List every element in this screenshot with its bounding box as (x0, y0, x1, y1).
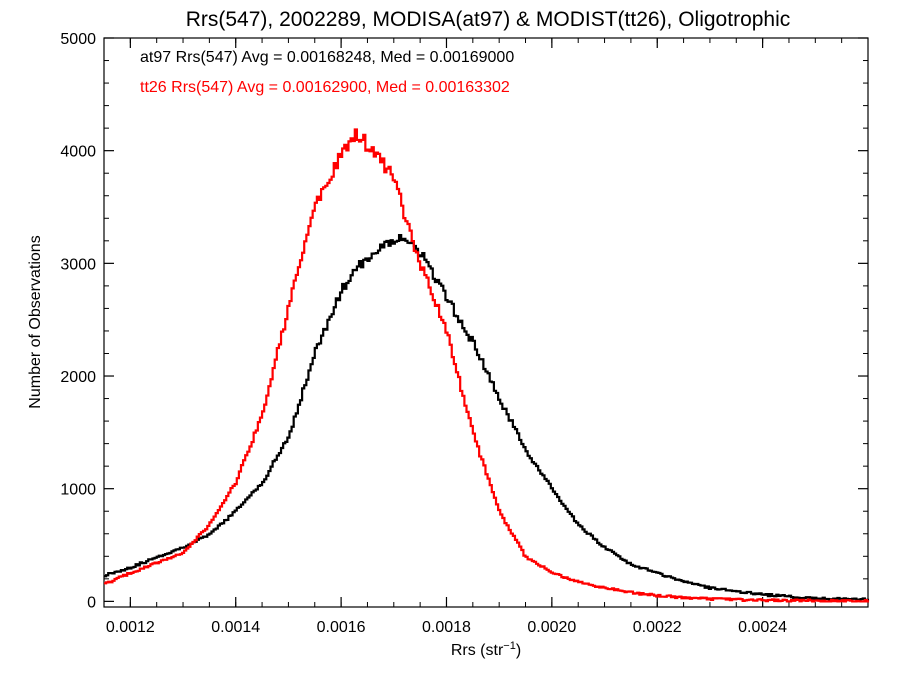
x-axis-label: Rrs (str−1) (451, 640, 521, 659)
plot-frame (103, 37, 869, 608)
y-tick-label: 1000 (60, 482, 96, 499)
y-tick-label: 0 (87, 594, 96, 611)
x-tick-label: 0.0014 (211, 619, 260, 636)
series-line-1 (104, 128, 870, 603)
x-tick-label: 0.0022 (633, 619, 682, 636)
annotation-tt26: tt26 Rrs(547) Avg = 0.00162900, Med = 0.… (140, 79, 510, 96)
chart-title: Rrs(547), 2002289, MODISA(at97) & MODIST… (186, 8, 791, 31)
series-line-0 (104, 233, 870, 602)
y-tick-label: 4000 (60, 144, 96, 161)
annotation-at97: at97 Rrs(547) Avg = 0.00168248, Med = 0.… (140, 49, 514, 66)
y-tick-label: 2000 (60, 369, 96, 386)
x-tick-label: 0.0012 (106, 619, 155, 636)
x-tick-label: 0.0018 (422, 619, 471, 636)
x-tick-label: 0.0020 (527, 619, 576, 636)
y-axis-ticks: 0 1000 2000 3000 4000 5000 (60, 31, 868, 611)
x-tick-label: 0.0016 (317, 619, 366, 636)
x-tick-label: 0.0024 (738, 619, 787, 636)
x-axis-label-superscript: −1 (503, 640, 516, 652)
series-layer (104, 128, 870, 603)
x-axis-label-text: Rrs (str (451, 642, 504, 659)
y-tick-label: 3000 (60, 256, 96, 273)
x-axis-label-close: ) (516, 642, 521, 659)
y-tick-label: 5000 (60, 31, 96, 48)
y-axis-label: Number of Observations (27, 235, 44, 408)
